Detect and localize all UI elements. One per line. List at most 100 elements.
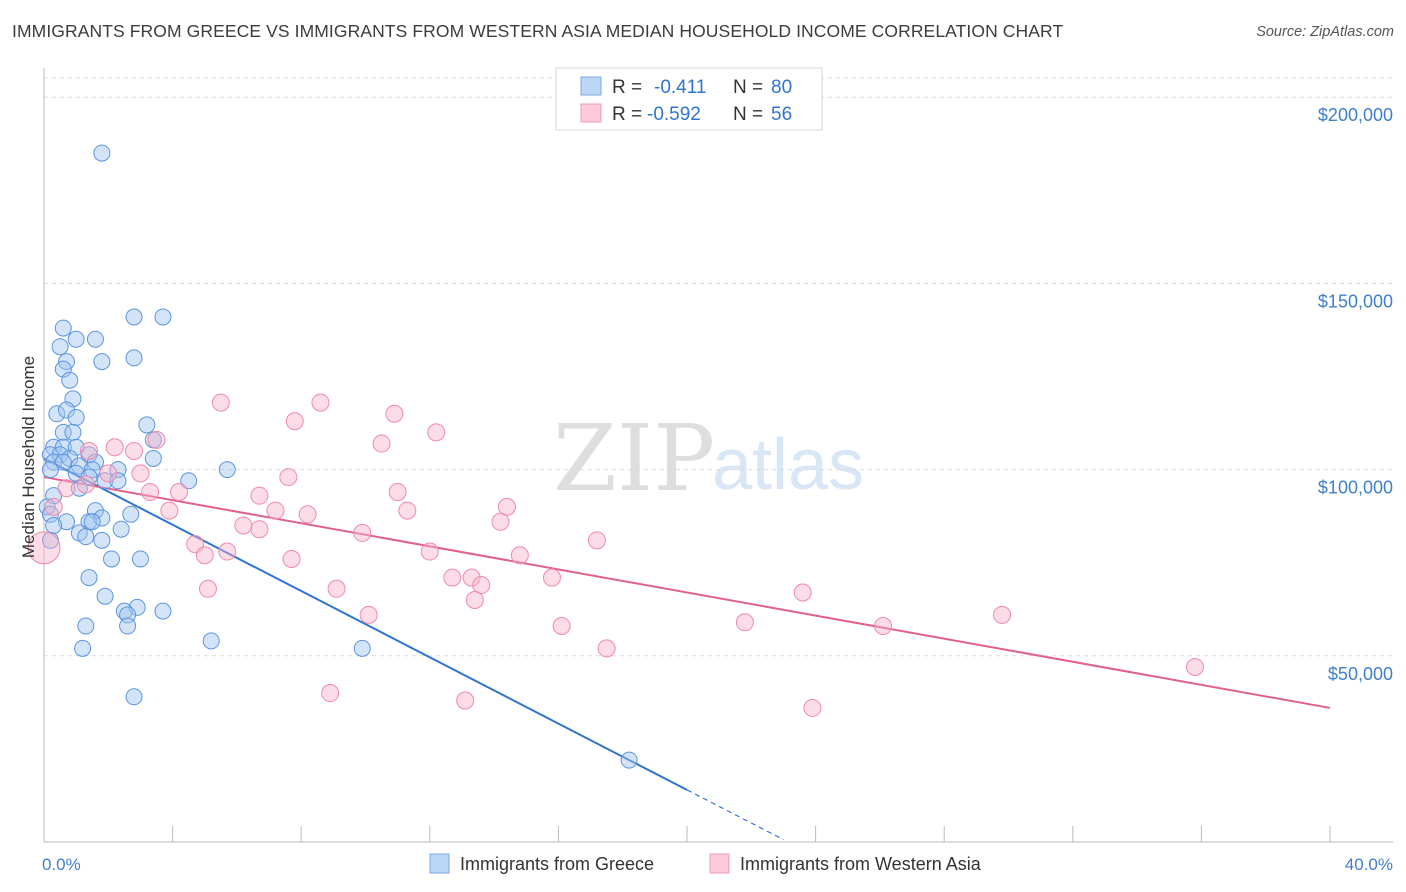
point-greece-60: [96, 587, 114, 605]
point-greece-66: [119, 617, 137, 635]
point-greece-17: [54, 423, 72, 441]
point-western-asia-13: [311, 393, 330, 412]
point-western-asia-32: [195, 546, 214, 565]
point-western-asia-14: [285, 412, 304, 431]
point-western-asia-23: [298, 505, 317, 524]
point-greece-11: [61, 371, 79, 389]
point-western-asia-9: [131, 464, 150, 483]
point-greece-50: [83, 513, 101, 531]
point-greece-3: [86, 330, 104, 348]
point-greece-27: [144, 449, 162, 467]
point-western-asia-24: [234, 516, 253, 535]
point-western-asia-18: [279, 468, 298, 487]
y-tick-label-1: $100,000: [1318, 478, 1393, 498]
point-western-asia-52: [321, 684, 340, 703]
legend-swatch-greece: [580, 76, 602, 96]
point-greece-51: [45, 516, 63, 534]
point-greece-36: [218, 461, 236, 479]
point-greece-1: [54, 319, 72, 337]
point-greece-70: [125, 688, 143, 706]
point-greece-67: [202, 632, 220, 650]
y-tick-label-0: $50,000: [1328, 664, 1393, 684]
point-greece-59: [80, 569, 98, 587]
point-western-asia-25: [250, 520, 269, 539]
point-western-asia-43: [793, 583, 812, 602]
point-greece-63: [154, 602, 172, 620]
point-western-asia-3: [105, 438, 124, 457]
bottom-legend-label-western-asia: Immigrants from Western Asia: [740, 854, 982, 874]
axes: $50,000 $100,000 $150,000 $200,000: [43, 68, 1393, 843]
y-tick-label-2: $150,000: [1318, 291, 1393, 311]
point-greece-39: [109, 472, 127, 490]
point-western-asia-22: [266, 501, 285, 520]
point-greece-69: [353, 639, 371, 657]
x-tick-max: 40.0%: [1345, 855, 1393, 874]
y-tick-label-3: $200,000: [1318, 105, 1393, 125]
legend-bottom: Immigrants from Greece Immigrants from W…: [429, 853, 982, 874]
point-greece-6: [154, 308, 172, 326]
point-western-asia-11: [170, 482, 189, 501]
point-greece-29: [54, 453, 72, 471]
point-western-asia-27: [160, 501, 179, 520]
point-western-asia-36: [510, 546, 529, 565]
point-western-asia-53: [456, 691, 475, 710]
legend-swatch-western-asia: [580, 103, 602, 123]
point-greece-13: [48, 405, 66, 423]
point-western-asia-30: [587, 531, 606, 550]
legend-r-label-western-asia: R =: [612, 104, 642, 125]
point-western-asia-6: [57, 479, 76, 498]
legend-n-label-western-asia: N =: [733, 104, 763, 125]
point-western-asia-17: [427, 423, 446, 442]
point-western-asia-48: [874, 617, 893, 636]
point-western-asia-4: [125, 442, 144, 460]
point-greece-0: [93, 144, 111, 162]
chart-source: Source: ZipAtlas.com: [1256, 24, 1394, 40]
legend-n-value-western-asia: 56: [771, 104, 792, 125]
point-greece-16: [138, 416, 156, 434]
point-greece-40: [180, 472, 198, 490]
point-western-asia-16: [372, 434, 391, 453]
grid-lines: [44, 77, 1393, 657]
legend-r-value-greece: -0.411: [654, 77, 706, 98]
point-greece-56: [93, 531, 111, 549]
watermark-atlas: atlas: [712, 425, 864, 505]
legend-n-label-greece: N =: [733, 77, 763, 98]
point-greece-47: [93, 509, 111, 527]
point-western-asia-45: [465, 590, 484, 609]
watermark-zip: ZIP: [553, 405, 715, 512]
point-western-asia-34: [282, 549, 301, 568]
trend-lines: [43, 457, 1331, 841]
point-greece-8: [125, 349, 143, 367]
point-western-asia-7: [76, 475, 95, 494]
point-western-asia-44: [359, 605, 378, 624]
point-western-asia-10: [141, 482, 160, 501]
point-greece-5: [125, 308, 143, 326]
point-western-asia-46: [552, 617, 571, 636]
point-greece-15: [67, 408, 85, 426]
point-western-asia-26: [353, 523, 372, 542]
legend-top: R = -0.411 N = 80 R = -0.592 N = 56: [555, 67, 823, 131]
series-greece-points: [38, 144, 638, 769]
point-western-asia-0: [27, 531, 61, 565]
point-greece-2: [67, 330, 85, 348]
point-western-asia-20: [398, 501, 417, 520]
point-western-asia-15: [385, 404, 404, 423]
point-western-asia-42: [198, 579, 217, 598]
point-greece-48: [122, 505, 140, 523]
bottom-legend-swatch-greece: [429, 853, 450, 874]
point-western-asia-8: [99, 464, 118, 483]
point-western-asia-28: [497, 497, 516, 516]
point-western-asia-49: [993, 605, 1012, 624]
trend-line-greece-extension: [686, 789, 784, 841]
point-western-asia-47: [735, 613, 754, 632]
legend-r-value-western-asia: -0.592: [647, 104, 701, 125]
legend-r-label-greece: R =: [612, 77, 642, 98]
point-greece-71: [620, 751, 638, 769]
x-tick-min: 0.0%: [42, 855, 81, 874]
point-greece-4: [51, 338, 69, 356]
point-western-asia-12: [211, 393, 230, 412]
trend-line-western-asia: [43, 476, 1331, 709]
point-western-asia-2: [80, 442, 99, 460]
point-greece-58: [131, 550, 149, 568]
point-western-asia-35: [420, 542, 439, 561]
